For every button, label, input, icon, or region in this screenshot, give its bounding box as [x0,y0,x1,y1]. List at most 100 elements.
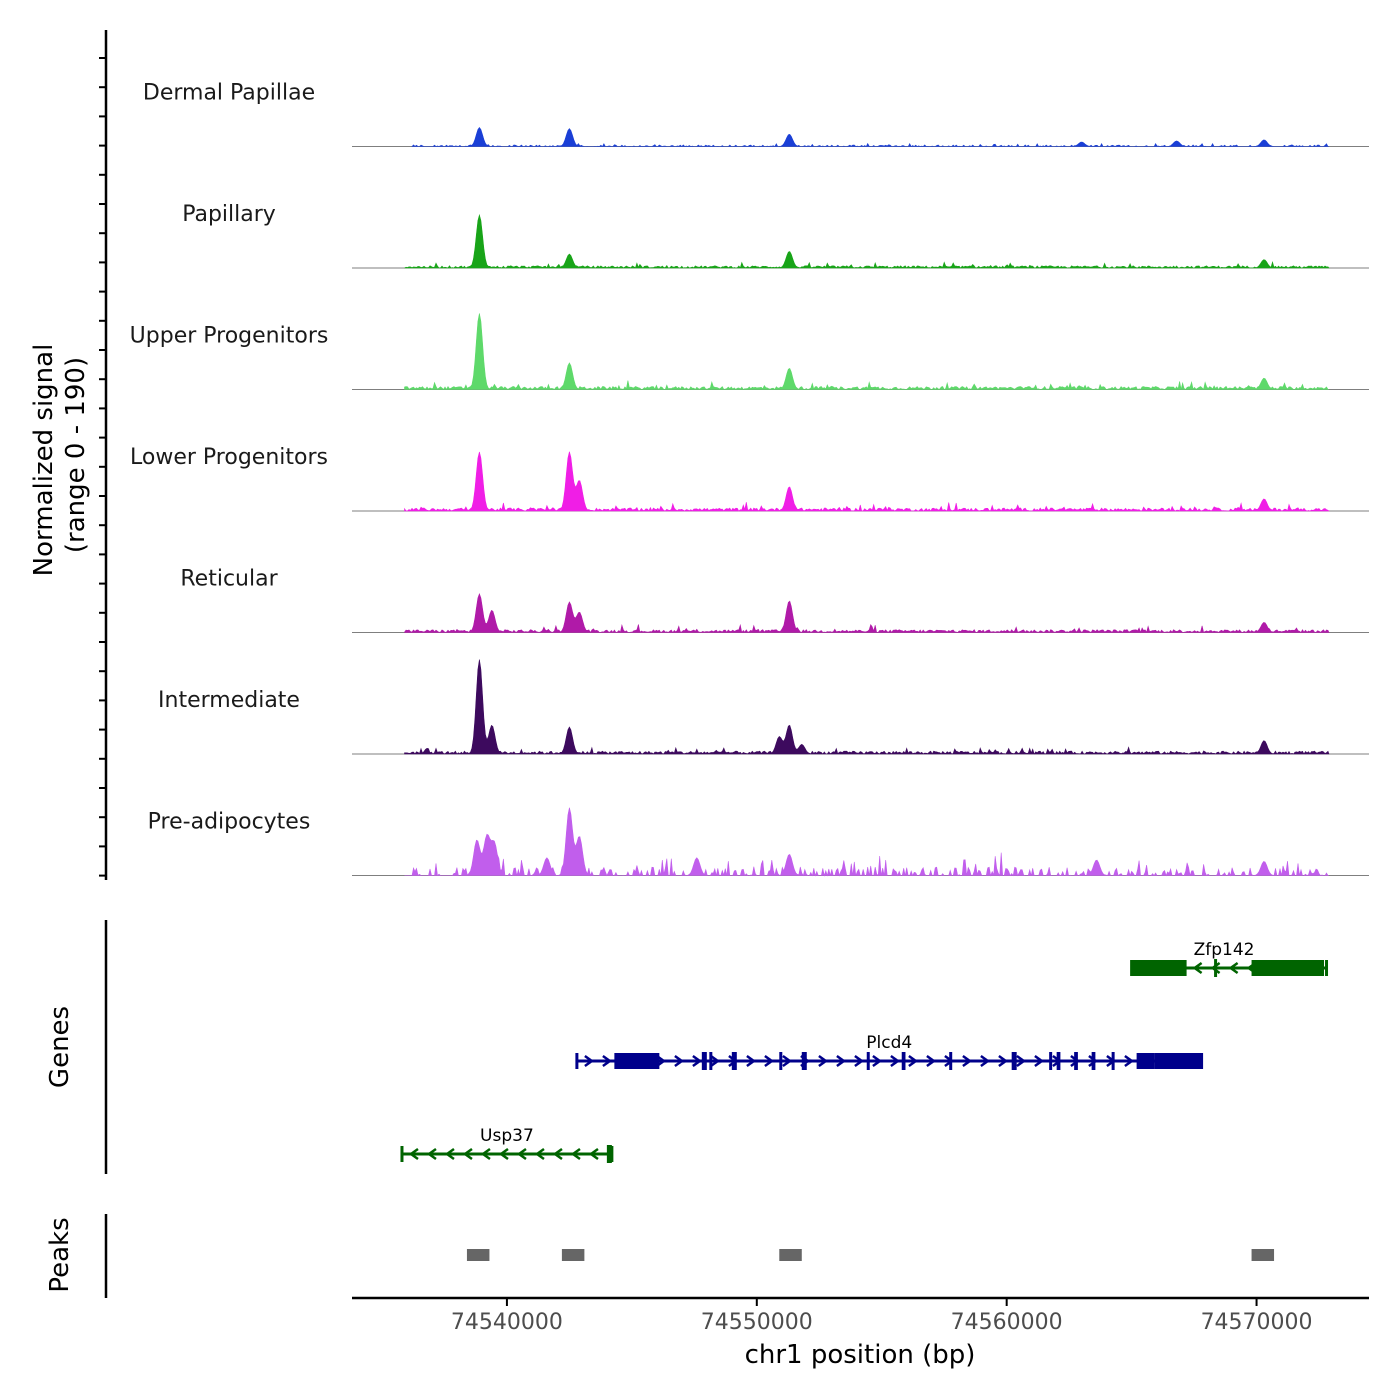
track-signal-area [411,127,1329,147]
strand-arrow [1016,1054,1027,1068]
strand-arrow [890,1054,901,1068]
exon [606,1145,612,1163]
track-signal-area [404,313,1330,391]
track-signal-area [404,807,1329,877]
peak-region [1251,1249,1275,1261]
gene-annotations: Zfp142 Plcd4 Usp37 [400,940,1329,1163]
strand-arrow [534,1147,545,1161]
strand-arrow [674,1054,685,1068]
track-lower-progenitors: Lower Progenitors [130,445,1369,512]
signal-tracks: Dermal Papillae Papillary Upper Progenitor… [130,81,1369,877]
signal-ylabel-line1: Normalized signal [29,344,59,577]
gene-label: Plcd4 [866,1033,912,1053]
exon [801,1052,807,1070]
strand-arrow [1034,1054,1045,1068]
track-label: Lower Progenitors [130,445,328,470]
strand-arrow [908,1054,919,1068]
strand-arrow [516,1147,527,1161]
exon [779,1052,783,1070]
strand-arrow [692,1054,703,1068]
strand-arrow [818,1054,829,1068]
exon [614,1053,660,1069]
signal-y-axis [99,30,108,880]
strand-arrow [854,1054,865,1068]
exon [1131,960,1187,976]
exon [1011,1052,1017,1070]
strand-arrow [1088,1054,1099,1068]
strand-arrow [998,1054,1009,1068]
gene-plcd4: Plcd4 [575,1033,1204,1070]
strand-arrow [588,1147,599,1161]
track-label: Papillary [182,202,276,227]
track-reticular: Reticular [180,567,1369,634]
exon [1154,1053,1202,1069]
exon [701,1052,707,1070]
x-axis-label: chr1 position (bp) [745,1340,976,1370]
strand-arrow [584,1054,595,1068]
track-signal-area [404,213,1330,269]
strand-arrow [1228,961,1239,975]
x-axis-ticks: 74540000 74550000 74560000 74570000 [451,1298,1313,1335]
peak-region [466,1249,490,1261]
strand-arrow [1124,1054,1135,1068]
track-label: Upper Progenitors [130,324,329,349]
gene-label: Usp37 [480,1126,534,1146]
exon [1074,1052,1078,1070]
track-label: Dermal Papillae [143,81,315,106]
track-pre-adipocytes: Pre-adipocytes [148,807,1369,877]
x-tick-label: 74550000 [701,1310,813,1335]
strand-arrow [480,1147,491,1161]
strand-arrow [444,1147,455,1161]
strand-arrow [408,1147,419,1161]
strand-arrow [602,1054,613,1068]
strand-arrow [980,1054,991,1068]
track-label: Reticular [180,567,278,592]
strand-arrow [872,1054,883,1068]
track-label: Pre-adipocytes [148,810,311,835]
exon [1111,1052,1115,1070]
exon [1049,1052,1053,1070]
exon [1091,1052,1096,1070]
track-papillary: Papillary [182,202,1369,269]
strand-arrow [746,1054,757,1068]
gene-zfp142: Zfp142 [1130,940,1329,977]
exon [1251,960,1325,976]
strand-arrow [764,1054,775,1068]
exon [1136,1053,1155,1069]
track-signal-area [404,659,1330,755]
strand-arrow [782,1054,793,1068]
gene-label: Zfp142 [1194,940,1255,960]
strand-arrow [570,1147,581,1161]
exon [709,1052,713,1070]
strand-arrow [498,1147,509,1161]
exon [949,1052,953,1070]
track-signal-area [404,593,1330,634]
exon [731,1052,737,1070]
track-intermediate: Intermediate [158,659,1369,755]
track-signal-area [404,451,1330,512]
peak-regions [466,1249,1275,1261]
strand-arrow [710,1054,721,1068]
strand-arrow [1210,961,1221,975]
track-label: Intermediate [158,688,300,713]
x-tick-label: 74540000 [451,1310,563,1335]
track-dermal-papillae: Dermal Papillae [143,81,1369,147]
peaks-label: Peaks [45,1217,75,1292]
gene-usp37: Usp37 [400,1126,614,1163]
strand-arrow [836,1054,847,1068]
exon [1056,1052,1061,1070]
strand-arrow [426,1147,437,1161]
strand-arrow [462,1147,473,1161]
strand-arrow [926,1054,937,1068]
signal-ylabel-line2: (range 0 - 190) [61,357,91,553]
peak-region [561,1249,585,1261]
x-tick-label: 74560000 [951,1310,1063,1335]
x-tick-label: 74570000 [1201,1310,1313,1335]
signal-y-axis-label: Normalized signal (range 0 - 190) [29,344,91,577]
exon [901,1052,906,1070]
strand-arrow [1192,961,1203,975]
genes-label: Genes [45,1006,75,1088]
strand-arrow [962,1054,973,1068]
strand-arrow [552,1147,563,1161]
